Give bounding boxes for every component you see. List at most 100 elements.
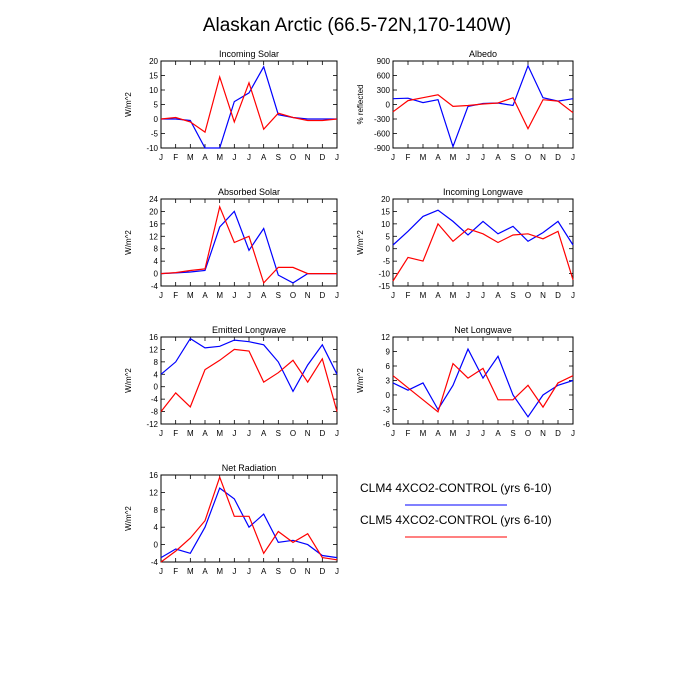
net-longwave-xtick-label: J <box>571 429 575 438</box>
emitted-longwave-ytick-label: 4 <box>154 370 159 379</box>
albedo-ylabel: % reflected <box>356 84 365 124</box>
albedo-xtick-label: A <box>495 153 501 162</box>
net-radiation-xtick-label: M <box>187 567 194 576</box>
net-radiation-xtick-label: J <box>232 567 236 576</box>
albedo-xtick-label: M <box>450 153 457 162</box>
incoming-solar-xtick-label: N <box>305 153 311 162</box>
incoming-longwave-series-clm5-line <box>392 222 574 282</box>
emitted-longwave-xtick-label: A <box>202 429 208 438</box>
absorbed-solar-ytick-label: 8 <box>154 245 159 254</box>
incoming-longwave-ytick-label: 5 <box>386 232 391 241</box>
albedo-ytick-label: 600 <box>377 72 391 81</box>
albedo-xtick-label: J <box>481 153 485 162</box>
emitted-longwave-ytick-label: -12 <box>146 420 158 429</box>
absorbed-solar-ytick-label: -4 <box>151 282 159 291</box>
net-radiation-xtick-label: J <box>159 567 163 576</box>
incoming-longwave-xtick-label: M <box>420 291 427 300</box>
emitted-longwave-xtick-label: S <box>276 429 281 438</box>
absorbed-solar-xtick-label: N <box>305 291 311 300</box>
albedo-xtick-label: M <box>420 153 427 162</box>
incoming-solar-xtick-label: J <box>247 153 251 162</box>
net-longwave-title: Net Longwave <box>454 325 512 335</box>
absorbed-solar-xtick-label: A <box>202 291 208 300</box>
incoming-solar-ytick-label: 10 <box>149 86 158 95</box>
incoming-solar-series-clm5-line <box>160 74 338 134</box>
albedo-ytick-label: 900 <box>377 57 391 66</box>
albedo-series-clm5-line <box>392 94 574 131</box>
incoming-longwave-xtick-label: J <box>571 291 575 300</box>
absorbed-solar-plot-frame <box>160 198 338 287</box>
incoming-longwave-ytick-label: 10 <box>381 220 390 229</box>
net-longwave-xtick-label: A <box>435 429 441 438</box>
emitted-longwave-ylabel: W/m^2 <box>124 368 133 393</box>
absorbed-solar-title: Absorbed Solar <box>218 187 280 197</box>
absorbed-solar-xtick-label: M <box>187 291 194 300</box>
incoming-solar-xtick-label: F <box>173 153 178 162</box>
net-radiation-ytick-label: 16 <box>149 471 158 480</box>
albedo-xtick-label: J <box>391 153 395 162</box>
albedo-xtick-label: O <box>525 153 531 162</box>
absorbed-solar-xtick-label: D <box>319 291 325 300</box>
incoming-solar-xtick-label: A <box>202 153 208 162</box>
net-longwave-ytick-label: -3 <box>383 406 391 415</box>
incoming-solar-ylabel: W/m^2 <box>124 92 133 117</box>
emitted-longwave-xtick-label: J <box>335 429 339 438</box>
emitted-longwave-ytick-label: 12 <box>149 345 158 354</box>
net-radiation-ytick-label: 12 <box>149 488 158 497</box>
albedo-title: Albedo <box>469 49 497 59</box>
absorbed-solar-xtick-label: O <box>290 291 296 300</box>
absorbed-solar-series-clm5-line <box>160 204 337 285</box>
net-longwave-ylabel: W/m^2 <box>356 368 365 393</box>
emitted-longwave-xtick-label: J <box>232 429 236 438</box>
emitted-longwave-ytick-label: 16 <box>149 333 158 342</box>
emitted-longwave-series-clm5-line <box>160 348 338 412</box>
incoming-solar-xtick-label: S <box>276 153 281 162</box>
net-radiation-ytick-label: -4 <box>151 558 159 567</box>
emitted-longwave-xtick-label: N <box>305 429 311 438</box>
albedo-xtick-label: D <box>555 153 561 162</box>
incoming-longwave-xtick-label: N <box>540 291 546 300</box>
net-radiation-xtick-label: A <box>261 567 267 576</box>
incoming-longwave-ytick-label: -10 <box>378 270 390 279</box>
incoming-longwave-title: Incoming Longwave <box>443 187 523 197</box>
emitted-longwave-series-clm4-line <box>160 337 338 393</box>
net-radiation-xtick-label: J <box>335 567 339 576</box>
incoming-solar-xtick-label: D <box>319 153 325 162</box>
net-radiation-xtick-label: N <box>305 567 311 576</box>
net-longwave-ytick-label: 12 <box>381 333 390 342</box>
net-longwave-xtick-label: J <box>391 429 395 438</box>
net-longwave-series-clm4-line <box>392 347 574 418</box>
incoming-longwave-xtick-label: O <box>525 291 531 300</box>
net-longwave-series-clm5-line <box>392 362 574 413</box>
net-radiation-xtick-label: F <box>173 567 178 576</box>
absorbed-solar-xtick-label: M <box>216 291 223 300</box>
net-radiation-ytick-label: 8 <box>154 506 159 515</box>
net-longwave-xtick-label: S <box>510 429 515 438</box>
albedo-xtick-label: N <box>540 153 546 162</box>
incoming-longwave-xtick-label: J <box>481 291 485 300</box>
incoming-longwave-xtick-label: M <box>450 291 457 300</box>
absorbed-solar-ytick-label: 0 <box>154 270 159 279</box>
net-radiation-xtick-label: A <box>202 567 208 576</box>
figure-title: Alaskan Arctic (66.5-72N,170-140W) <box>203 15 511 36</box>
albedo-ytick-label: -600 <box>374 130 391 139</box>
net-radiation-xtick-label: M <box>216 567 223 576</box>
incoming-longwave-xtick-label: J <box>391 291 395 300</box>
net-radiation-series-clm4-line <box>160 487 338 559</box>
emitted-longwave-xtick-label: M <box>216 429 223 438</box>
incoming-solar-ytick-label: 15 <box>149 72 158 81</box>
incoming-solar-ytick-label: -10 <box>146 144 158 153</box>
absorbed-solar-ytick-label: 24 <box>149 195 158 204</box>
absorbed-solar-xtick-label: J <box>247 291 251 300</box>
albedo-xtick-label: S <box>510 153 515 162</box>
legend-label-clm4: CLM4 4XCO2-CONTROL (yrs 6-10) <box>360 481 552 495</box>
incoming-solar-xtick-label: M <box>216 153 223 162</box>
net-radiation-series-clm5-line <box>160 475 338 563</box>
net-radiation-plot-frame <box>160 474 338 563</box>
emitted-longwave-xtick-label: O <box>290 429 296 438</box>
absorbed-solar-ytick-label: 20 <box>149 207 158 216</box>
